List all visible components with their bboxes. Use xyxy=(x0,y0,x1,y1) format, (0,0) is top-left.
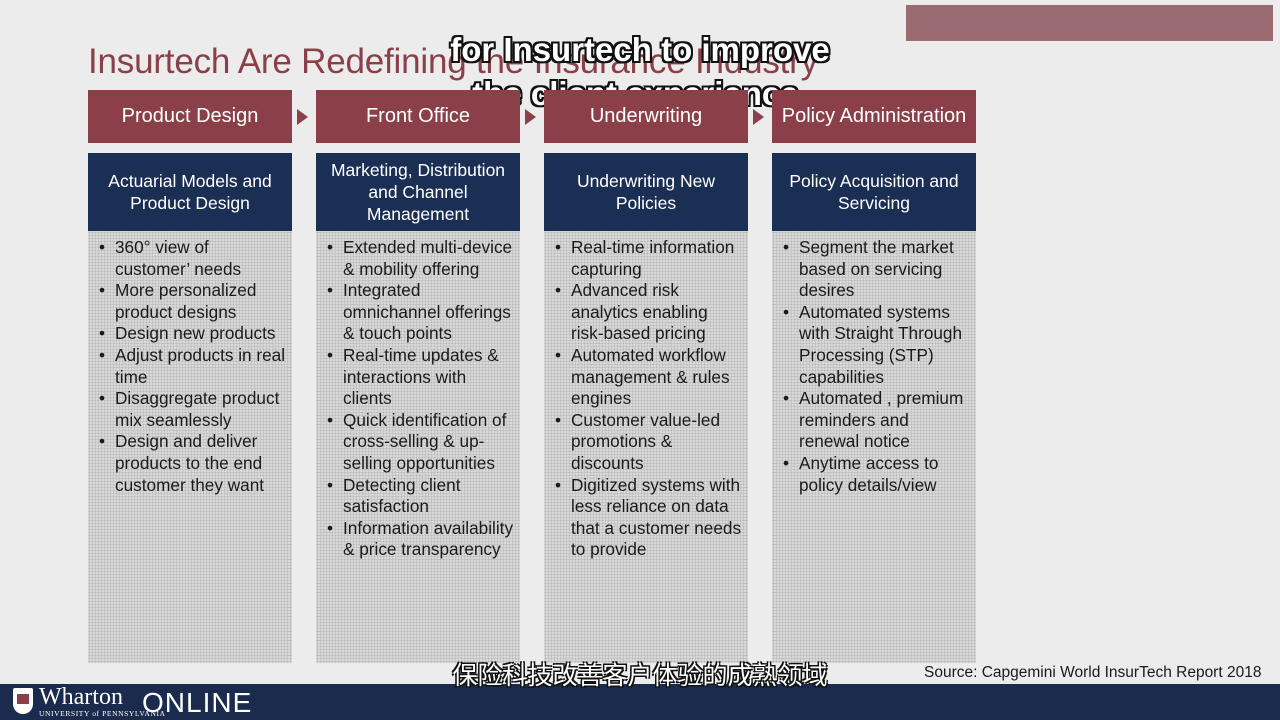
bullet-item: Disaggregate product mix seamlessly xyxy=(96,388,288,431)
university-logo-text: UNIVERSITY of PENNSYLVANIA xyxy=(39,709,166,718)
bullet-item: 360° view of customer’ needs xyxy=(96,237,288,280)
bullet-item: Advanced risk analytics enabling risk-ba… xyxy=(552,280,744,345)
bullet-item: Automated systems with Straight Through … xyxy=(780,302,972,388)
bullet-item: Digitized systems with less reliance on … xyxy=(552,475,744,561)
online-logo-text: ONLINE xyxy=(142,687,253,718)
chevron-right-icon xyxy=(297,109,308,125)
bullet-item: Integrated omnichannel offerings & touch… xyxy=(324,280,516,345)
stage-sub-underwriting: Underwriting New Policies xyxy=(544,153,748,231)
bullet-item: More personalized product designs xyxy=(96,280,288,323)
bullet-item: Customer value-led promotions & discount… xyxy=(552,410,744,475)
chevron-right-icon xyxy=(753,109,764,125)
stage-sub-product-design: Actuarial Models and Product Design xyxy=(88,153,292,231)
bullet-list: Segment the market based on servicing de… xyxy=(780,237,972,496)
logo-bar xyxy=(0,684,1280,720)
bullet-item: Segment the market based on servicing de… xyxy=(780,237,972,302)
top-banner-block xyxy=(906,5,1273,41)
bullet-item: Design new products xyxy=(96,323,288,345)
bullet-item: Design and deliver products to the end c… xyxy=(96,431,288,496)
bullet-item: Detecting client satisfaction xyxy=(324,475,516,518)
slide-title: Insurtech Are Redefining the Insurance I… xyxy=(88,42,818,81)
stage-body-front-office: Extended multi-device & mobility offerin… xyxy=(316,231,520,663)
source-citation: Source: Capgemini World InsurTech Report… xyxy=(924,664,1262,681)
bullet-item: Anytime access to policy details/view xyxy=(780,453,972,496)
stage-body-product-design: 360° view of customer’ needs More person… xyxy=(88,231,292,663)
bullet-item: Extended multi-device & mobility offerin… xyxy=(324,237,516,280)
stage-body-policy-administration: Segment the market based on servicing de… xyxy=(772,231,976,663)
stage-header-policy-administration: Policy Administration xyxy=(772,90,976,143)
bullet-list: Extended multi-device & mobility offerin… xyxy=(324,237,516,561)
bullet-list: Real-time information capturing Advanced… xyxy=(552,237,744,561)
stage-header-product-design: Product Design xyxy=(88,90,292,143)
stage-header-front-office: Front Office xyxy=(316,90,520,143)
stage-body-underwriting: Real-time information capturing Advanced… xyxy=(544,231,748,663)
bullet-item: Quick identification of cross-selling & … xyxy=(324,410,516,475)
chevron-right-icon xyxy=(525,109,536,125)
bullet-item: Real-time updates & interactions with cl… xyxy=(324,345,516,410)
bullet-item: Automated , premium reminders and renewa… xyxy=(780,388,972,453)
bullet-item: Information availability & price transpa… xyxy=(324,518,516,561)
bullet-list: 360° view of customer’ needs More person… xyxy=(96,237,288,496)
bullet-item: Automated workflow management & rules en… xyxy=(552,345,744,410)
stage-header-underwriting: Underwriting xyxy=(544,90,748,143)
stage-sub-front-office: Marketing, Distribution and Channel Mana… xyxy=(316,153,520,231)
bullet-item: Adjust products in real time xyxy=(96,345,288,388)
stage-sub-policy-administration: Policy Acquisition and Servicing xyxy=(772,153,976,231)
wharton-logo-text: Wharton xyxy=(39,684,123,710)
bullet-item: Real-time information capturing xyxy=(552,237,744,280)
wharton-shield-icon xyxy=(13,688,33,714)
